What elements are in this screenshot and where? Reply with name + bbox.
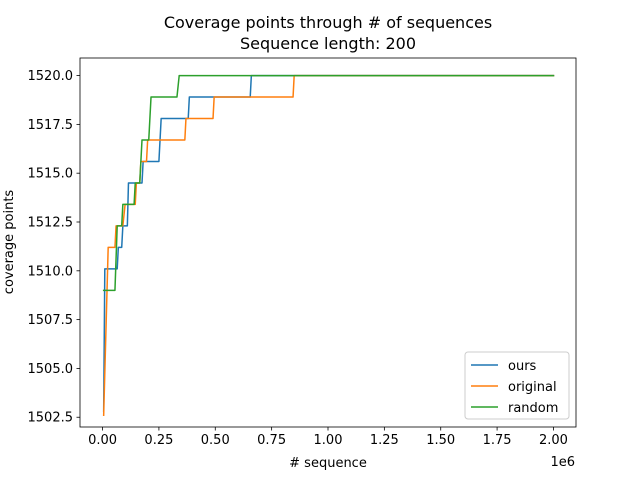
legend-label-ours: ours (508, 359, 537, 374)
series-line-ours (102, 74, 555, 413)
chart-subtitle: Sequence length: 200 (240, 34, 416, 53)
legend-box (464, 351, 570, 420)
y-tick-label: 1520.0 (28, 69, 74, 84)
series-line-random (102, 74, 555, 292)
x-tick-label: 0.50 (201, 433, 230, 448)
chart-title: Coverage points through # of sequences (164, 13, 492, 32)
x-tick-label: 1.75 (483, 433, 512, 448)
y-tick-label: 1505.0 (28, 362, 74, 377)
x-axis-offset-label: 1e6 (550, 455, 575, 470)
y-tick-label: 1507.5 (28, 313, 74, 328)
ticks: 0.00 0.25 0.50 0.75 1.00 1.25 1.50 1.75 2.00 1502… (28, 69, 568, 448)
legend: ours original random (464, 351, 570, 420)
x-tick-label: 1.50 (426, 433, 455, 448)
x-tick-label: 0.00 (88, 433, 117, 448)
series-lines (102, 74, 555, 417)
y-axis-label: coverage points (2, 190, 17, 295)
x-axis-label: # sequence (289, 456, 367, 471)
x-tick-label: 1.25 (370, 433, 399, 448)
legend-label-original: original (508, 380, 557, 395)
y-tick-label: 1515.0 (28, 167, 74, 182)
y-tick-label: 1512.5 (28, 216, 74, 231)
legend-label-random: random (508, 401, 558, 416)
y-tick-label: 1517.5 (28, 118, 74, 133)
x-tick-label: 1.00 (314, 433, 343, 448)
x-tick-label: 0.75 (257, 433, 286, 448)
y-tick-label: 1502.5 (28, 411, 74, 426)
x-tick-label: 2.00 (539, 433, 568, 448)
y-tick-label: 1510.0 (28, 264, 74, 279)
x-tick-label: 0.25 (144, 433, 173, 448)
